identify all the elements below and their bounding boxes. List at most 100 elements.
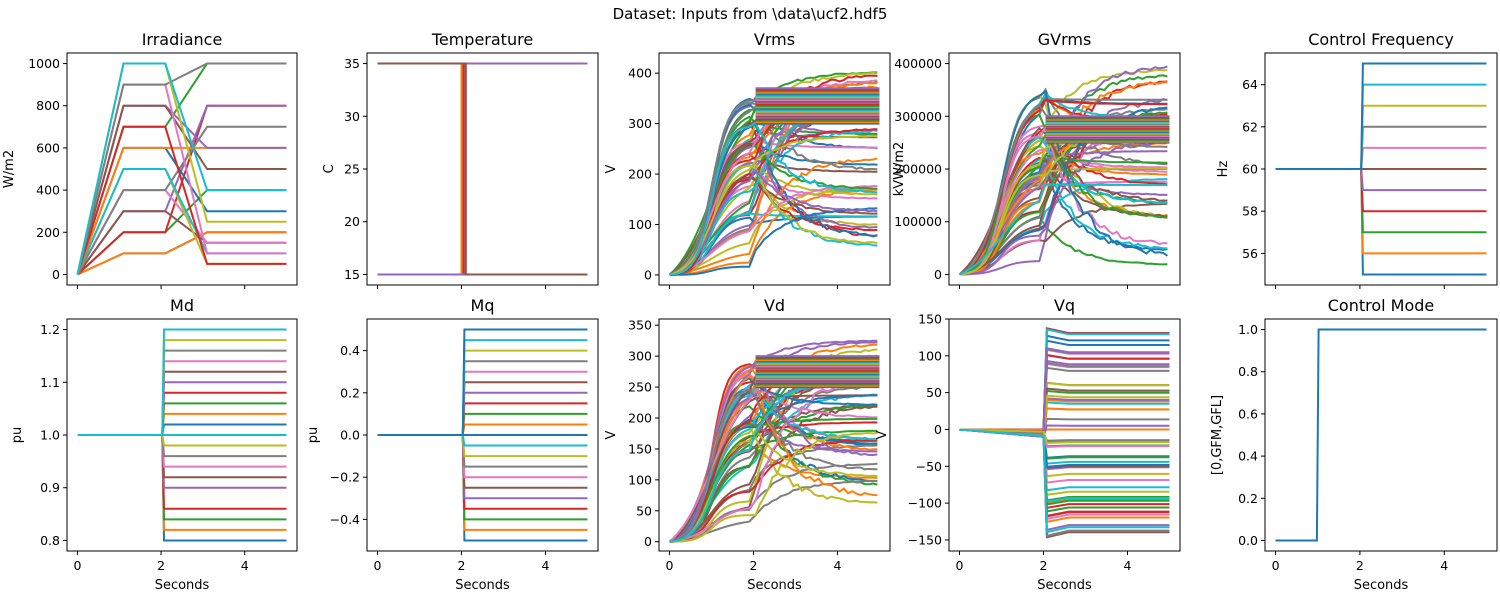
md-ytick-label: 1.1 <box>40 375 60 390</box>
vq-ytick-label: 0 <box>934 422 942 437</box>
vd-axes-frame <box>658 318 891 552</box>
mq-series-line <box>377 402 588 436</box>
vrms-series-line <box>669 188 878 276</box>
vq-series-line <box>959 428 1170 460</box>
md-series-line <box>77 381 287 436</box>
vd-ylabel: V <box>604 430 619 439</box>
vrms-series-line <box>669 141 878 276</box>
vd-ytick-label: 250 <box>628 380 652 395</box>
irradiance-ytick-label: 1000 <box>28 56 60 71</box>
control_mode-xtick-label: 4 <box>1440 558 1448 573</box>
control_mode-ylabel: [0,GFM,GFL] <box>1210 395 1225 475</box>
temperature-series-line <box>377 62 588 276</box>
vq-series-line <box>959 428 1170 445</box>
md-series-line <box>77 423 287 436</box>
control_frequency-ylabel: Hz <box>1216 161 1231 178</box>
vd-title: Vd <box>764 296 785 315</box>
vq-series-line <box>959 428 1170 478</box>
vrms-ytick-label: 400 <box>628 66 652 81</box>
vrms-ytick-label: 200 <box>628 167 652 182</box>
control_mode-ytick-label: 0.2 <box>1238 491 1258 506</box>
vq-series-line <box>959 428 1170 459</box>
panel-temperature: Temperature 15 20 25 30 35 C <box>322 30 599 289</box>
vd-ytick-label: 300 <box>628 349 652 364</box>
temperature-ytick-label: 30 <box>344 109 360 124</box>
vq-ytick-label: 50 <box>926 385 942 400</box>
temperature-series-line <box>377 62 588 276</box>
control_mode-ytick-label: 1.0 <box>1238 322 1258 337</box>
mq-series-line <box>377 434 588 489</box>
irradiance-series-line <box>76 62 287 275</box>
temperature-series-group <box>377 62 588 276</box>
md-xtick-label: 2 <box>157 558 165 573</box>
control_frequency-series-line <box>1275 62 1487 170</box>
md-series-line <box>77 434 287 489</box>
control_frequency-ytick-label: 58 <box>1242 204 1258 219</box>
irradiance-ytick-label: 200 <box>36 225 60 240</box>
md-title: Md <box>170 296 194 315</box>
irradiance-series-line <box>76 125 287 275</box>
mq-series-line <box>377 434 588 447</box>
vrms-ytick-label: 100 <box>628 217 652 232</box>
control_frequency-series-line <box>1275 104 1487 170</box>
irradiance-ytick-label: 0 <box>52 267 60 282</box>
vq-ytick-label: −100 <box>908 496 942 511</box>
irradiance-series-group <box>76 62 287 276</box>
control_mode-series-line <box>1275 328 1487 542</box>
control_frequency-title: Control Frequency <box>1308 30 1454 49</box>
vq-title: Vq <box>1054 296 1075 315</box>
vd-series-group <box>668 339 880 543</box>
md-series-line <box>77 402 287 436</box>
vrms-axes-frame <box>658 52 891 286</box>
vq-ytick-label: −150 <box>908 532 942 547</box>
vd-ytick-label: 200 <box>628 410 652 425</box>
mq-ytick-label: 0.4 <box>340 343 360 358</box>
control_mode-ytick-label: 0.4 <box>1238 449 1258 464</box>
md-xtick-label: 4 <box>241 558 249 573</box>
mq-series-line <box>377 328 588 436</box>
control_mode-xtick-label: 0 <box>1272 558 1280 573</box>
vd-series-line <box>669 386 878 543</box>
gvrms-series-line <box>959 183 1168 276</box>
panel-gvrms: GVrms 0 100000 200000 300000 400000 kVW/m2 <box>892 30 1181 289</box>
gvrms-ytick-label: 0 <box>934 267 942 282</box>
md-ylabel: pu <box>10 427 25 444</box>
control_frequency-ytick-label: 62 <box>1242 119 1258 134</box>
mq-ytick-label: −0.2 <box>330 470 360 485</box>
vrms-title: Vrms <box>754 30 795 49</box>
vrms-series-line <box>669 168 878 276</box>
vq-xtick-label: 0 <box>956 558 964 573</box>
vq-series-line <box>959 428 1170 471</box>
mq-xlabel: Seconds <box>455 578 510 593</box>
vq-axes-frame <box>948 318 1181 552</box>
mq-xtick-label: 2 <box>458 558 466 573</box>
md-ytick-label: 0.8 <box>40 533 60 548</box>
vrms-series-line <box>669 212 878 276</box>
mq-series-group <box>377 328 588 542</box>
md-ytick-label: 1.0 <box>40 428 60 443</box>
vq-xlabel: Seconds <box>1037 578 1092 593</box>
mq-series-line <box>377 423 588 436</box>
irradiance-title: Irradiance <box>142 30 223 49</box>
vrms-ylabel: V <box>604 164 619 173</box>
panel-irradiance: Irradiance 0 200 400 600 800 1000 W/m2 <box>2 30 298 289</box>
gvrms-ytick-label: 100000 <box>894 214 942 229</box>
md-ytick-label: 1.2 <box>40 322 60 337</box>
vd-xtick-label: 0 <box>666 558 674 573</box>
vrms-series-line <box>669 207 878 276</box>
mq-ytick-label: 0.0 <box>340 428 360 443</box>
mq-series-line <box>377 434 588 468</box>
temperature-series-line <box>377 62 588 276</box>
control_frequency-ytick-label: 56 <box>1242 246 1258 261</box>
vq-xtick-label: 2 <box>1040 558 1048 573</box>
control_frequency-ytick-label: 64 <box>1242 77 1258 92</box>
control_mode-title: Control Mode <box>1328 296 1435 315</box>
vd-ytick-label: 50 <box>636 503 652 518</box>
irradiance-ytick-label: 600 <box>36 140 60 155</box>
control_mode-xtick-label: 2 <box>1356 558 1364 573</box>
vd-ytick-label: 350 <box>628 318 652 333</box>
mq-series-line <box>377 339 588 436</box>
control_mode-ytick-label: 0.6 <box>1238 406 1258 421</box>
irradiance-series-line <box>77 231 287 276</box>
